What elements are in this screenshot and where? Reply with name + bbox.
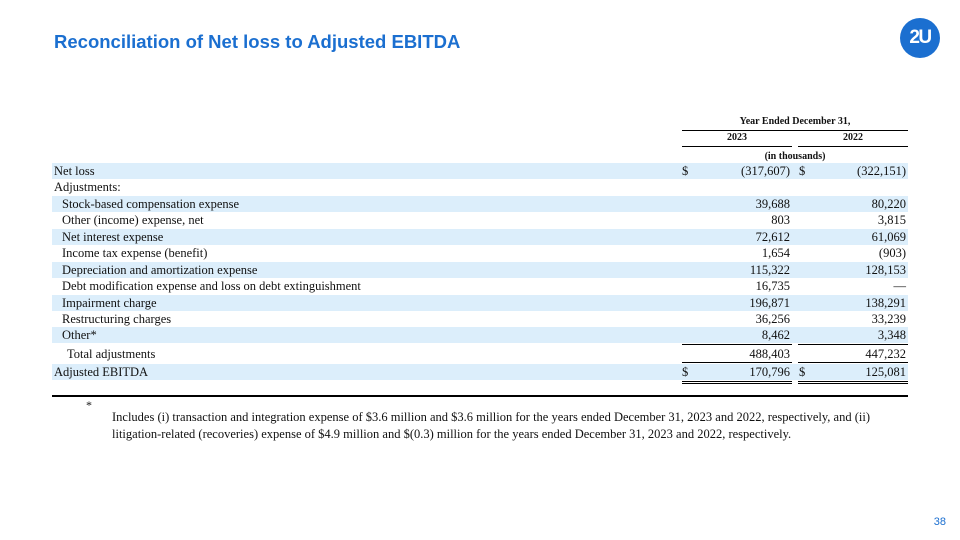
total-rule: [798, 344, 908, 345]
total-rule: [682, 381, 792, 382]
value-2023: 803: [771, 213, 790, 227]
value-2022: 33,239: [871, 312, 906, 326]
row-label: Debt modification expense and loss on de…: [62, 279, 361, 293]
value-2022: 61,069: [871, 230, 906, 244]
row-label: Impairment charge: [62, 296, 157, 310]
value-2022: 125,081: [865, 365, 906, 379]
company-logo: 2U: [900, 18, 940, 58]
table-row: Debt modification expense and loss on de…: [52, 278, 908, 294]
table-row: Adjusted EBITDA $170,796 $125,081: [52, 364, 908, 380]
currency-2023: $: [682, 164, 689, 178]
footnote-divider: [52, 395, 908, 397]
value-2022: 3,815: [877, 213, 906, 227]
currency-2022: $: [799, 365, 806, 379]
year-header-2023: 2023: [727, 132, 747, 143]
total-rule: [682, 383, 792, 384]
page-title: Reconciliation of Net loss to Adjusted E…: [54, 31, 461, 52]
footnote-text: Includes (i) transaction and integration…: [112, 410, 870, 441]
value-2023: 170,796: [749, 365, 790, 379]
table-row: Depreciation and amortization expense 115…: [52, 262, 908, 278]
value-2022: 3,348: [877, 328, 906, 342]
table-row: Adjustments:: [52, 179, 908, 195]
value-2023: 115,322: [749, 263, 790, 277]
value-2023: 16,735: [755, 279, 790, 293]
value-2022: 128,153: [865, 263, 906, 277]
table-row: Restructuring charges 36,256 33,239: [52, 311, 908, 327]
table-row: Total adjustments 488,403 447,232: [52, 346, 908, 362]
value-2022: 138,291: [865, 296, 906, 310]
row-label: Other*: [62, 328, 97, 342]
value-2022: 447,232: [865, 347, 906, 361]
row-label: Adjustments:: [54, 180, 121, 194]
row-label: Net loss: [54, 164, 95, 178]
total-rule: [798, 381, 908, 382]
value-2023: 72,612: [755, 230, 790, 244]
value-2023: 1,654: [761, 246, 790, 260]
value-2023: 196,871: [749, 296, 790, 310]
table-row: Impairment charge 196,871 138,291: [52, 295, 908, 311]
period-header: Year Ended December 31,: [739, 116, 851, 127]
table-row: Net interest expense 72,612 61,069: [52, 229, 908, 245]
value-2022: (322,151): [857, 164, 906, 178]
value-2023: 39,688: [755, 197, 790, 211]
year-divider-2023: [682, 146, 792, 147]
currency-2022: $: [799, 164, 806, 178]
total-rule: [798, 383, 908, 384]
value-2023: (317,607): [741, 164, 790, 178]
row-label: Stock-based compensation expense: [62, 197, 240, 211]
page-number: 38: [933, 516, 946, 528]
total-rule: [682, 362, 792, 363]
table-row: Other* 8,462 3,348: [52, 327, 908, 343]
row-label: Total adjustments: [67, 347, 156, 361]
row-label: Restructuring charges: [62, 312, 172, 326]
value-2023: 36,256: [755, 312, 790, 326]
row-label: Other (income) expense, net: [62, 213, 204, 227]
value-2023: 488,403: [749, 347, 790, 361]
value-2022: 80,220: [871, 197, 906, 211]
table-row: Income tax expense (benefit) 1,654 (903): [52, 245, 908, 261]
value-2023: 8,462: [761, 328, 790, 342]
header-divider: [682, 130, 908, 131]
year-divider-2022: [798, 146, 908, 147]
value-2022: —: [893, 279, 907, 293]
table-row: Other (income) expense, net 803 3,815: [52, 212, 908, 228]
table-row: Stock-based compensation expense 39,688 80…: [52, 196, 908, 212]
table-row: Net loss $ (317,607) $ (322,151): [52, 163, 908, 179]
value-2022: (903): [878, 246, 906, 260]
row-label: Depreciation and amortization expense: [62, 263, 258, 277]
row-label: Income tax expense (benefit): [62, 246, 208, 260]
row-label: Net interest expense: [62, 230, 164, 244]
row-label: Adjusted EBITDA: [54, 365, 149, 379]
currency-2023: $: [682, 365, 689, 379]
units-label: (in thousands): [764, 151, 826, 162]
total-rule: [798, 362, 908, 363]
footnote-marker: *: [86, 398, 92, 412]
year-header-2022: 2022: [843, 132, 863, 143]
total-rule: [682, 344, 792, 345]
